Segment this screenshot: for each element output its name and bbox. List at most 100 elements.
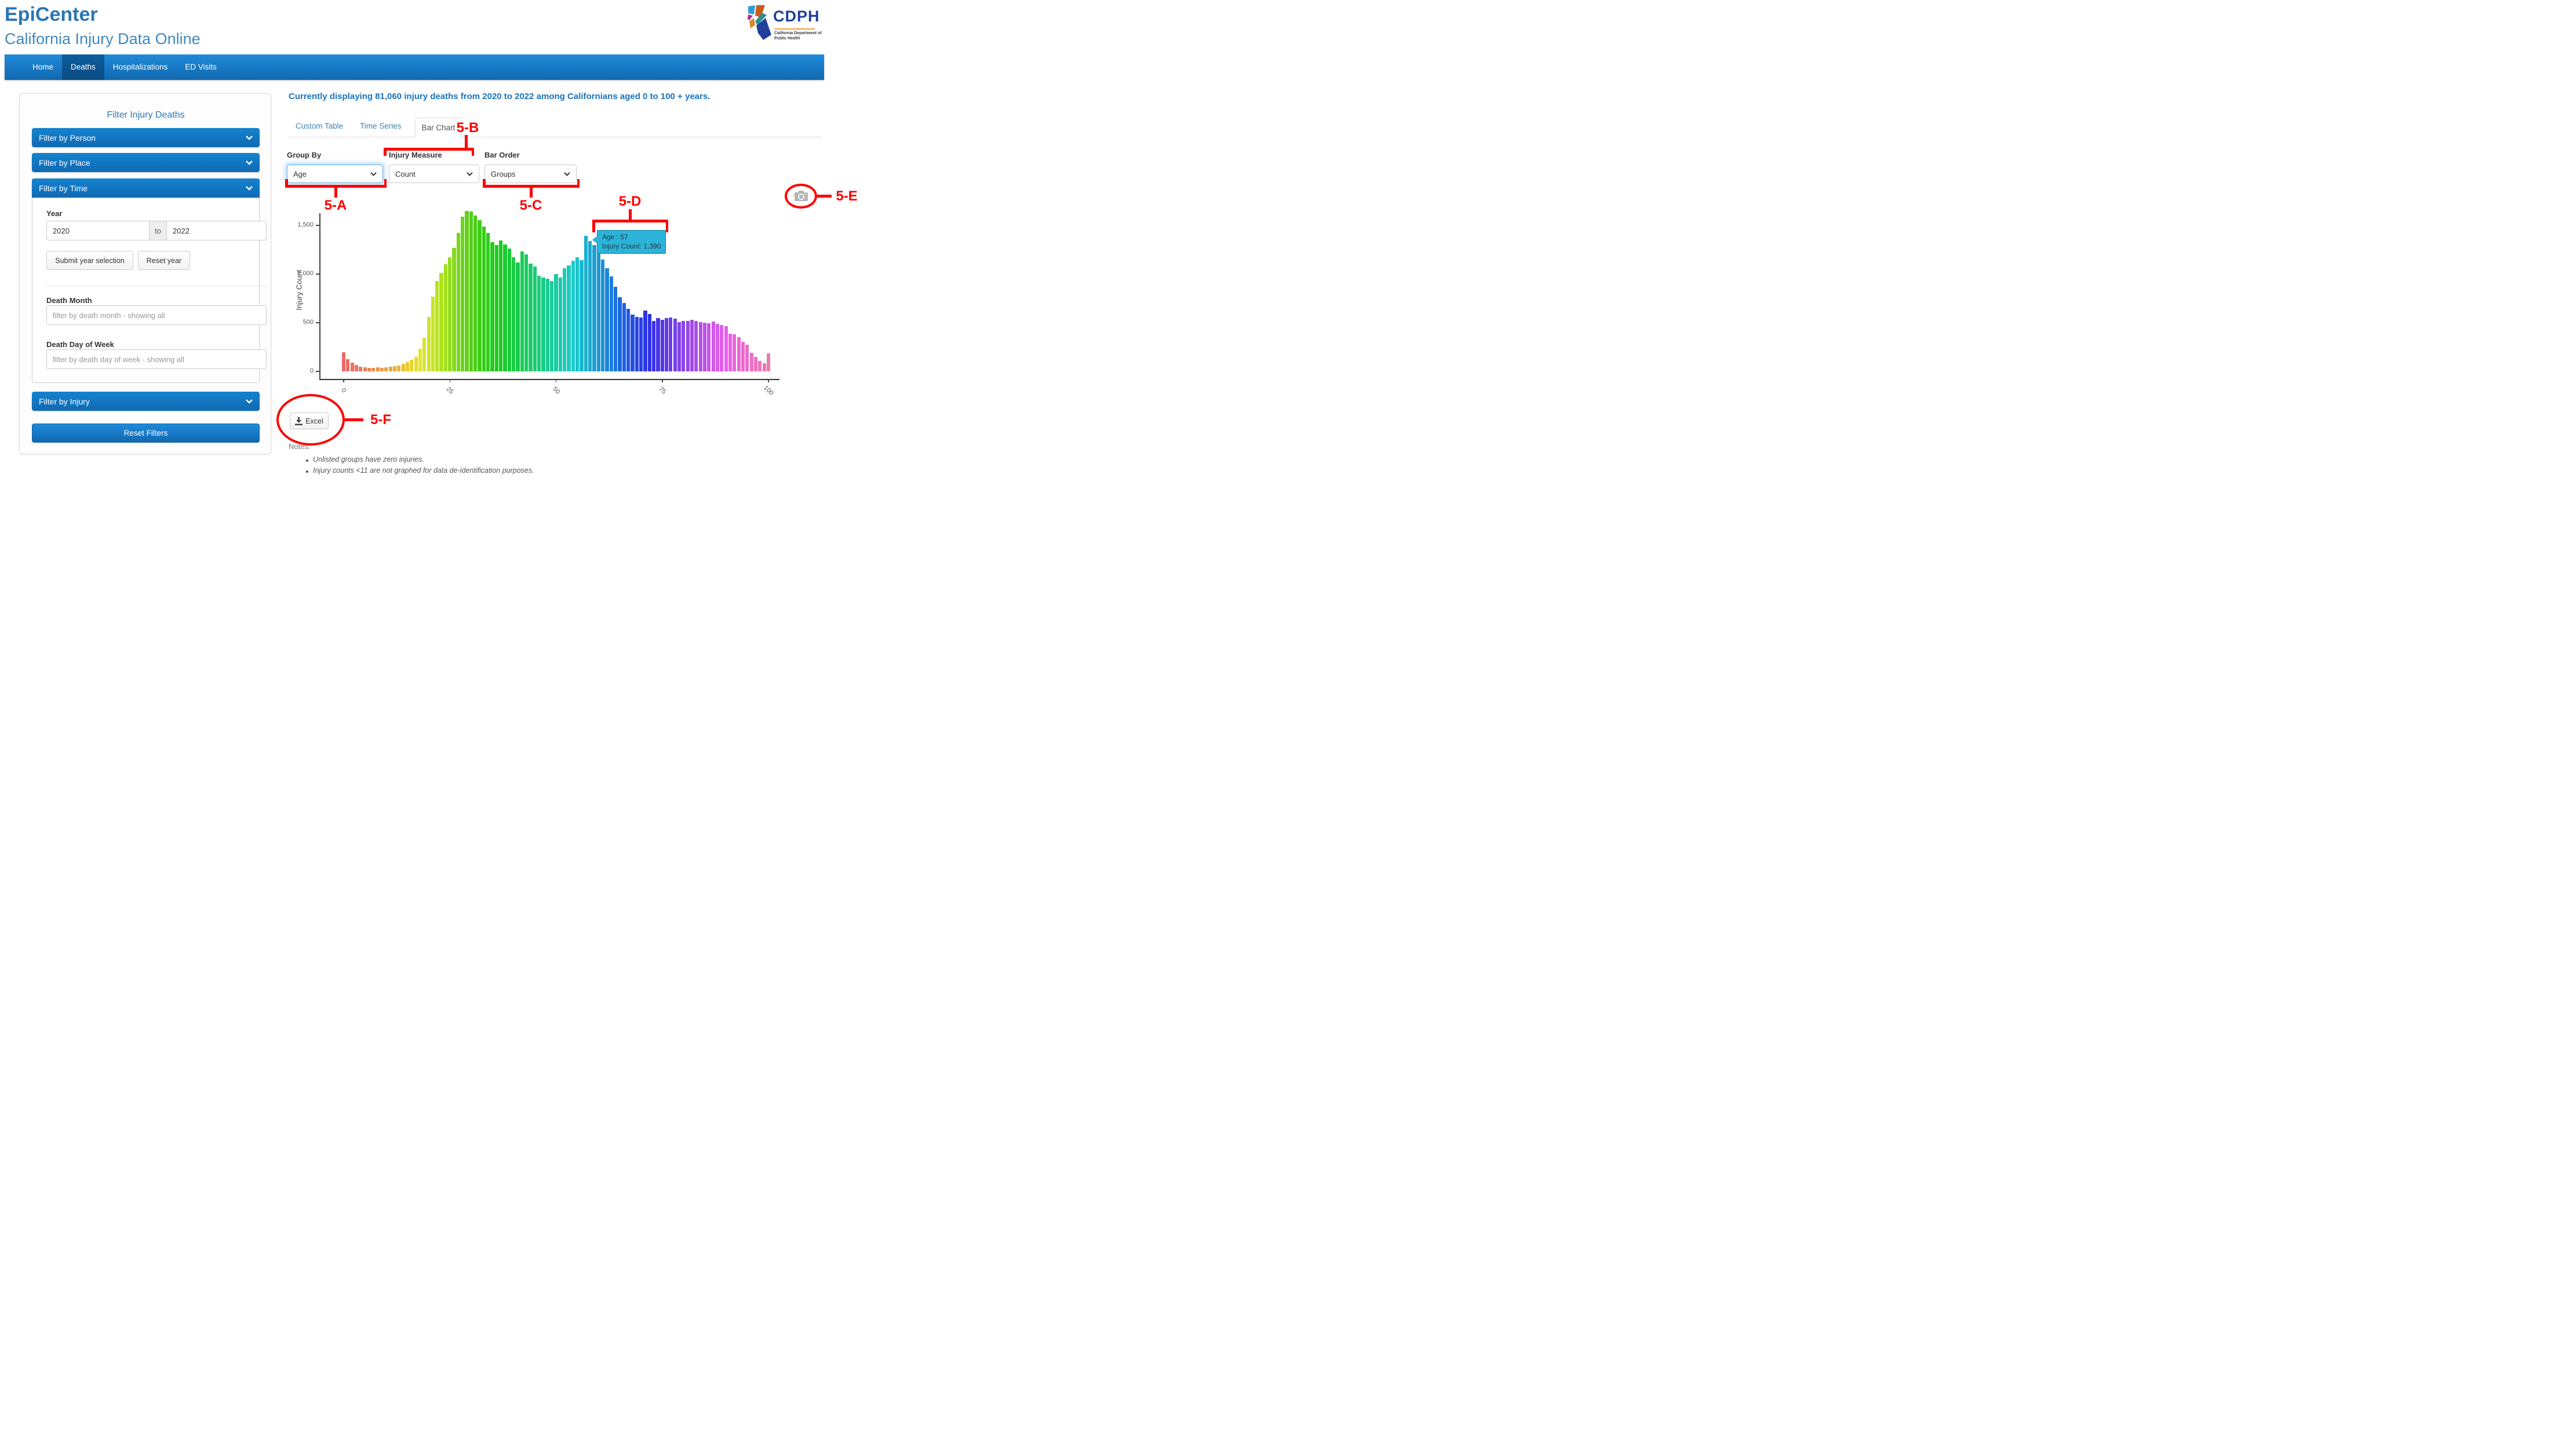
chart-bar-age-7[interactable] bbox=[371, 368, 376, 371]
chart-bar-age-31[interactable] bbox=[473, 216, 478, 371]
chart-bar-age-30[interactable] bbox=[469, 211, 473, 371]
chart-bar-age-37[interactable] bbox=[499, 240, 503, 371]
chart-bar-age-26[interactable] bbox=[452, 248, 456, 371]
chart-bar-age-10[interactable] bbox=[384, 367, 388, 371]
chart-bar-age-40[interactable] bbox=[512, 257, 516, 371]
chart-bar-age-8[interactable] bbox=[376, 367, 380, 371]
chart-bar-age-20[interactable] bbox=[427, 316, 431, 371]
chart-bar-age-80[interactable] bbox=[682, 321, 686, 371]
chart-bar-age-63[interactable] bbox=[609, 276, 613, 371]
chart-bar-age-90[interactable] bbox=[724, 326, 728, 371]
chart-bar-age-73[interactable] bbox=[651, 320, 656, 371]
year-from-input[interactable] bbox=[46, 221, 150, 240]
submit-year-button[interactable]: Submit year selection bbox=[46, 251, 133, 270]
chart-bar-age-60[interactable] bbox=[596, 250, 600, 371]
nav-item-home[interactable]: Home bbox=[32, 63, 54, 71]
chart-bar-age-89[interactable] bbox=[720, 325, 724, 371]
chart-bar-age-74[interactable] bbox=[656, 318, 660, 371]
chart-bar-age-64[interactable] bbox=[614, 286, 618, 371]
chart-bar-age-34[interactable] bbox=[486, 233, 490, 371]
chart-bar-age-42[interactable] bbox=[520, 251, 524, 371]
chart-bar-age-94[interactable] bbox=[741, 341, 745, 371]
chart-bar-age-27[interactable] bbox=[456, 233, 460, 371]
chart-bar-age-62[interactable] bbox=[605, 268, 609, 371]
chart-bar-age-45[interactable] bbox=[533, 266, 537, 371]
chart-bar-age-3[interactable] bbox=[354, 364, 359, 371]
chart-bar-age-82[interactable] bbox=[690, 319, 694, 371]
chart-bar-age-44[interactable] bbox=[529, 264, 533, 371]
chart-bar-age-71[interactable] bbox=[643, 311, 647, 371]
chart-bar-age-92[interactable] bbox=[733, 334, 737, 371]
death-month-input[interactable] bbox=[46, 305, 267, 325]
chart-bar-age-53[interactable] bbox=[567, 265, 571, 371]
accordion-filter-by-injury[interactable]: Filter by Injury bbox=[32, 392, 260, 411]
chart-bar-age-43[interactable] bbox=[524, 254, 529, 371]
chart-bar-age-36[interactable] bbox=[494, 245, 498, 371]
chart-bar-age-28[interactable] bbox=[461, 216, 465, 371]
year-to-input[interactable] bbox=[166, 221, 267, 240]
tab-custom-table[interactable]: Custom Table bbox=[296, 122, 344, 130]
chart-bar-age-13[interactable] bbox=[397, 365, 401, 371]
chart-bar-age-65[interactable] bbox=[618, 297, 622, 371]
death-dow-input[interactable] bbox=[46, 349, 267, 369]
accordion-filter-by-place[interactable]: Filter by Place bbox=[32, 153, 260, 172]
chart-bar-age-75[interactable] bbox=[660, 319, 664, 371]
chart-bar-age-59[interactable] bbox=[592, 245, 596, 371]
chart-bar-age-2[interactable] bbox=[350, 362, 354, 371]
chart-bar-age-66[interactable] bbox=[622, 303, 626, 371]
chart-bar-age-39[interactable] bbox=[507, 249, 511, 371]
chart-bar-age-23[interactable] bbox=[439, 273, 443, 371]
chart-bar-age-41[interactable] bbox=[516, 262, 520, 371]
chart-bar-age-61[interactable] bbox=[601, 259, 605, 371]
chart-bar-age-99[interactable] bbox=[762, 363, 766, 371]
chart-bar-age-76[interactable] bbox=[664, 318, 669, 371]
chart-bar-age-77[interactable] bbox=[669, 317, 673, 371]
chart-bar-age-12[interactable] bbox=[392, 366, 397, 371]
chart-bar-age-88[interactable] bbox=[715, 323, 720, 371]
chart-bar-age-16[interactable] bbox=[410, 359, 414, 371]
chart-bar-age-98[interactable] bbox=[758, 361, 762, 371]
chart-bar-age-86[interactable] bbox=[707, 323, 711, 371]
chart-bar-age-100[interactable] bbox=[766, 353, 771, 371]
chart-bar-age-72[interactable] bbox=[647, 313, 651, 371]
chart-bar-age-68[interactable] bbox=[631, 314, 635, 371]
chart-bar-age-78[interactable] bbox=[673, 319, 677, 371]
accordion-filter-by-time[interactable]: Filter by Time bbox=[32, 178, 260, 198]
chart-bar-age-70[interactable] bbox=[639, 317, 643, 371]
chart-bar-age-79[interactable] bbox=[677, 322, 682, 371]
chart-bar-age-18[interactable] bbox=[418, 349, 422, 371]
chart-bar-age-32[interactable] bbox=[478, 220, 482, 371]
chart-bar-age-47[interactable] bbox=[541, 277, 545, 371]
chart-bar-age-50[interactable] bbox=[554, 274, 558, 371]
nav-item-hospitalizations[interactable]: Hospitalizations bbox=[112, 63, 168, 71]
bar-order-select[interactable]: Groups bbox=[484, 165, 577, 183]
accordion-filter-by-person[interactable]: Filter by Person bbox=[32, 128, 260, 147]
chart-bar-age-91[interactable] bbox=[728, 334, 733, 371]
chart-bar-age-54[interactable] bbox=[571, 261, 575, 371]
chart-bar-age-57[interactable] bbox=[584, 236, 588, 371]
chart-bar-age-81[interactable] bbox=[686, 321, 690, 371]
chart-bar-age-25[interactable] bbox=[448, 257, 452, 371]
reset-year-button[interactable]: Reset year bbox=[138, 251, 190, 270]
chart-bar-age-55[interactable] bbox=[575, 257, 580, 371]
injury-measure-select[interactable]: Count bbox=[389, 165, 479, 183]
chart-bar-age-5[interactable] bbox=[363, 367, 367, 371]
chart-bar-age-9[interactable] bbox=[380, 367, 384, 371]
tab-bar-chart[interactable]: Bar Chart bbox=[415, 118, 462, 137]
chart-bar-age-46[interactable] bbox=[537, 275, 541, 371]
chart-bar-age-0[interactable] bbox=[341, 352, 346, 371]
chart-bar-age-35[interactable] bbox=[490, 242, 494, 371]
chart-bar-age-15[interactable] bbox=[405, 362, 410, 371]
chart-bar-age-85[interactable] bbox=[702, 323, 707, 371]
chart-bar-age-24[interactable] bbox=[443, 264, 447, 371]
chart-bar-age-33[interactable] bbox=[482, 226, 486, 371]
chart-bar-age-95[interactable] bbox=[745, 344, 749, 371]
chart-bar-age-14[interactable] bbox=[401, 364, 405, 371]
reset-filters-button[interactable]: Reset Filters bbox=[32, 424, 260, 443]
chart-bar-age-56[interactable] bbox=[580, 260, 584, 371]
chart-bar-age-49[interactable] bbox=[550, 280, 554, 371]
chart-bar-age-51[interactable] bbox=[558, 277, 562, 371]
nav-item-ed-visits[interactable]: ED Visits bbox=[185, 63, 217, 71]
chart-bar-age-84[interactable] bbox=[698, 322, 702, 371]
chart-bar-age-17[interactable] bbox=[414, 356, 418, 371]
